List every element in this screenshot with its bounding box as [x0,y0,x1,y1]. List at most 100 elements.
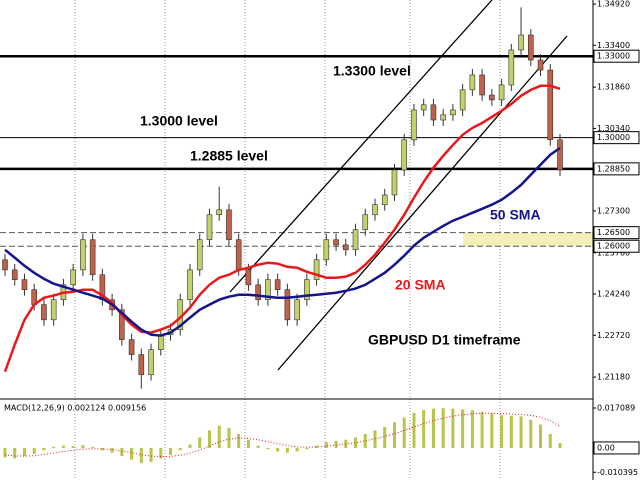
candle-body [2,259,8,271]
macd-bar [52,446,56,448]
macd-bar [91,446,95,448]
candle-body [255,284,261,301]
macd-bar [529,419,533,448]
macd-tick-label: 0.017089 [597,403,635,412]
y-tick-label: 1.34920 [597,0,630,9]
macd-bar [383,426,387,448]
macd-bar [22,447,26,457]
macd-bar [392,422,396,448]
macd-bar [100,447,104,451]
candle-body [459,89,466,111]
macd-tick-label: -0.010395 [597,468,638,477]
candle-body [80,239,86,271]
candle-body [391,169,398,196]
candle-body [138,354,145,375]
candle-body [70,269,76,286]
candle-body [128,339,135,355]
candle-body [333,239,339,246]
macd-bar [159,447,163,459]
candle-body [50,299,57,321]
candle-body [148,349,154,375]
macd-bar [3,447,7,458]
candle-body [420,104,427,111]
candle-body [187,269,193,301]
macd-bar [227,428,231,448]
macd-bar [81,445,85,448]
annotation: 1.3000 level [140,113,218,129]
candle-body [372,204,378,216]
macd-bar [13,447,17,459]
macd-bar [441,408,445,448]
macd-label: MACD(12,26,9) 0.002124 0.009156 [4,404,146,413]
macd-bar [178,447,182,451]
candle-body [313,259,320,280]
level-label-box [593,226,640,240]
annotation: 1.2885 level [190,148,268,164]
candle-body [304,279,310,301]
macd-bar [169,447,173,455]
trend-channel [229,0,568,371]
macd-bar [295,447,299,452]
macd-bar [285,447,289,453]
annotation: GBPUSD D1 timeframe [368,332,521,348]
candle-body [440,114,446,121]
candle-body [342,244,349,251]
macd-bar [500,415,504,448]
macd-signal [4,412,561,458]
y-tick-label: 1.30340 [597,124,630,133]
macd-tick-box [593,441,640,455]
level-label-box [593,131,640,145]
macd-bar [480,411,484,448]
candle-body [489,94,495,101]
macd-bar [149,447,153,462]
level-label: 1.30000 [597,133,630,142]
candle-body [527,34,534,61]
macd-bar [198,437,202,448]
candle-body [284,289,291,321]
candle-body [245,269,252,286]
macd-bar [305,447,309,450]
macd-bar [509,415,513,448]
macd-bar [324,442,328,448]
macd-bar [207,430,211,448]
candle-body [537,59,544,71]
candle-body [206,214,213,241]
macd-bar [246,439,250,448]
macd-bar [490,413,494,448]
sma-label: 50 SMA [490,207,541,223]
y-tick-label: 1.33400 [597,41,630,50]
level-label-box [593,162,640,176]
macd-bar [130,447,134,460]
level-label: 1.26500 [597,228,630,237]
sma-label: 20 SMA [395,277,446,293]
candle-body [508,49,515,86]
candle-body [518,34,524,51]
macd-bar [42,447,46,451]
macd-bar [217,425,221,448]
macd-bar [256,445,260,448]
macd-bar [110,447,114,453]
macd-bar [431,408,435,448]
macd-bar [139,447,143,464]
macd-bar [558,442,562,448]
macd-bar [61,445,65,448]
candle-body [11,269,18,280]
sma-line [3,84,561,373]
candle-body [157,334,164,350]
macd-bar [451,408,455,448]
macd-bar [32,447,36,454]
y-tick-label: 1.22720 [597,331,630,340]
macd-bar [412,412,416,448]
candle-body [265,279,271,301]
macd-bar [402,417,406,448]
macd-bar [539,424,543,448]
candle-body [323,239,330,261]
level-label-box [593,49,640,63]
y-tick-label: 1.24240 [597,290,630,299]
candle-body [381,194,388,206]
candle-body [557,139,563,171]
macd-bar [461,409,465,448]
candle-body [430,104,437,121]
candle-body [21,279,28,290]
